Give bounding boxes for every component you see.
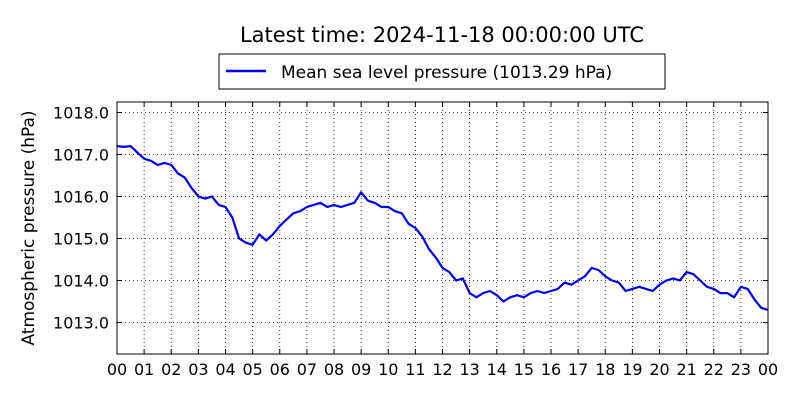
grid	[117, 102, 768, 354]
x-tick-label: 14	[487, 360, 507, 379]
chart-title: Latest time: 2024-11-18 00:00:00 UTC	[240, 23, 644, 47]
x-tick-label: 13	[459, 360, 479, 379]
y-axis-label: Atmospheric pressure (hPa)	[19, 110, 39, 345]
legend-box	[218, 53, 666, 90]
x-tick-label: 07	[297, 360, 317, 379]
plot-frame	[116, 101, 769, 355]
x-tick-label: 16	[541, 360, 561, 379]
x-tick-label: 12	[432, 360, 452, 379]
x-tick-label: 21	[676, 360, 696, 379]
x-tick-label: 00	[758, 360, 778, 379]
x-tick-label: 20	[649, 360, 669, 379]
x-tick-label: 23	[731, 360, 751, 379]
y-tick-label: 1016.0	[53, 188, 109, 207]
x-tick-label: 10	[378, 360, 398, 379]
x-tick-label: 08	[324, 360, 344, 379]
x-tick-label: 22	[704, 360, 724, 379]
legend-label: Mean sea level pressure (1013.29 hPa)	[281, 63, 612, 83]
x-tick-label: 03	[188, 360, 208, 379]
x-tick-label: 02	[161, 360, 181, 379]
y-axis-ticks: 1013.0 1014.0 1015.0 1016.0 1017.0 1018.0	[53, 104, 768, 333]
x-tick-label: 01	[134, 360, 154, 379]
series-layer	[116, 145, 769, 311]
legend: Mean sea level pressure (1013.29 hPa)	[218, 53, 666, 90]
x-tick-label: 18	[595, 360, 615, 379]
series-line-mslp	[116, 145, 769, 311]
x-tick-label: 11	[405, 360, 425, 379]
x-tick-label: 04	[215, 360, 235, 379]
x-tick-label: 05	[242, 360, 262, 379]
x-tick-label: 15	[514, 360, 534, 379]
x-tick-label: 19	[622, 360, 642, 379]
x-tick-label: 09	[351, 360, 371, 379]
x-axis-ticks: 00 01 02 03 04 05 06 07 08 09 10 11 12 13 14 15 16 17 18 19…	[107, 102, 778, 379]
x-tick-label: 17	[568, 360, 588, 379]
y-tick-label: 1014.0	[53, 272, 109, 291]
x-tick-label: 00	[107, 360, 127, 379]
x-tick-label: 06	[270, 360, 290, 379]
y-tick-label: 1015.0	[53, 230, 109, 249]
y-tick-label: 1018.0	[53, 104, 109, 123]
y-tick-label: 1017.0	[53, 146, 109, 165]
y-tick-label: 1013.0	[53, 314, 109, 333]
